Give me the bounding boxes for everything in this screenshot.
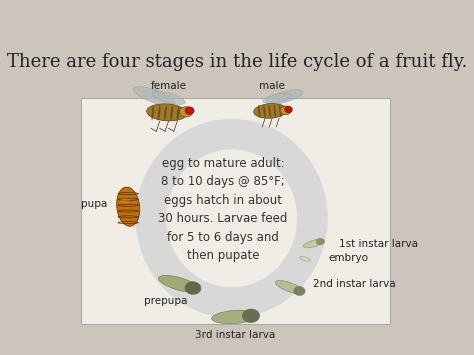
Ellipse shape — [177, 105, 179, 120]
Ellipse shape — [152, 105, 154, 120]
Ellipse shape — [185, 282, 201, 295]
Ellipse shape — [146, 104, 187, 121]
Text: egg to mature adult:
8 to 10 days @ 85°F;
eggs hatch in about
30 hours. Larvae f: egg to mature adult: 8 to 10 days @ 85°F… — [158, 157, 288, 262]
Ellipse shape — [279, 105, 281, 118]
Ellipse shape — [158, 275, 200, 293]
Ellipse shape — [134, 87, 175, 106]
Ellipse shape — [254, 104, 287, 118]
Ellipse shape — [158, 105, 160, 120]
Ellipse shape — [117, 187, 140, 226]
Ellipse shape — [263, 105, 265, 118]
Ellipse shape — [300, 257, 310, 261]
Ellipse shape — [294, 286, 305, 296]
Text: embryo: embryo — [328, 253, 368, 263]
Ellipse shape — [211, 310, 259, 324]
Ellipse shape — [170, 105, 173, 120]
Circle shape — [285, 106, 292, 113]
Text: There are four stages in the life cycle of a fruit fly.: There are four stages in the life cycle … — [7, 53, 467, 71]
Text: 2nd instar larva: 2nd instar larva — [313, 279, 395, 289]
Ellipse shape — [280, 106, 292, 115]
Text: 1st instar larva: 1st instar larva — [339, 239, 418, 248]
Ellipse shape — [120, 198, 129, 203]
Ellipse shape — [316, 238, 325, 245]
Ellipse shape — [164, 105, 167, 120]
Ellipse shape — [269, 105, 271, 118]
Text: female: female — [151, 81, 187, 91]
Ellipse shape — [274, 105, 276, 118]
Ellipse shape — [266, 90, 303, 104]
Circle shape — [185, 107, 194, 114]
Ellipse shape — [258, 105, 260, 118]
Ellipse shape — [180, 106, 193, 117]
Ellipse shape — [275, 280, 304, 294]
Ellipse shape — [303, 239, 324, 248]
Text: prepupa: prepupa — [144, 295, 187, 306]
Ellipse shape — [242, 309, 260, 323]
Ellipse shape — [152, 91, 185, 104]
Text: male: male — [259, 81, 285, 91]
Text: 3rd instar larva: 3rd instar larva — [195, 330, 275, 340]
Text: pupa: pupa — [81, 199, 107, 209]
Ellipse shape — [263, 93, 292, 103]
FancyBboxPatch shape — [81, 98, 390, 324]
